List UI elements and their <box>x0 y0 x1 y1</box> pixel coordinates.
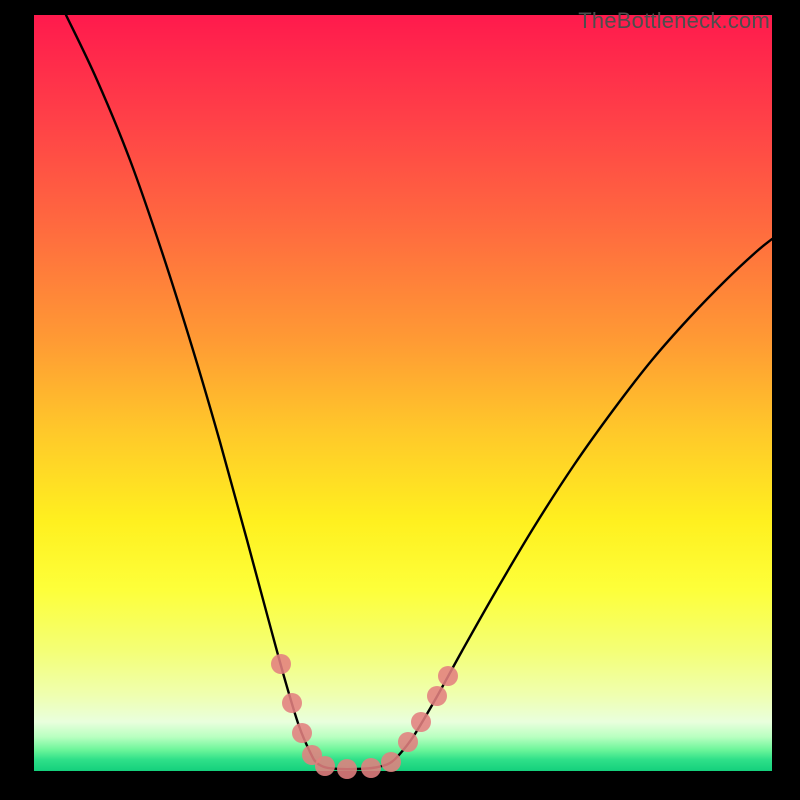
curve-marker <box>411 712 431 732</box>
curve-marker <box>292 723 312 743</box>
curve-marker <box>427 686 447 706</box>
curve-marker <box>438 666 458 686</box>
plot-area <box>34 15 772 771</box>
curve-marker <box>315 756 335 776</box>
curve-marker <box>398 732 418 752</box>
curve-marker <box>361 758 381 778</box>
plot-svg <box>34 15 772 771</box>
gradient-background <box>34 15 772 771</box>
chart-stage: TheBottleneck.com <box>0 0 800 800</box>
curve-marker <box>271 654 291 674</box>
watermark-text: TheBottleneck.com <box>578 8 770 34</box>
curve-marker <box>381 752 401 772</box>
curve-marker <box>337 759 357 779</box>
curve-marker <box>282 693 302 713</box>
